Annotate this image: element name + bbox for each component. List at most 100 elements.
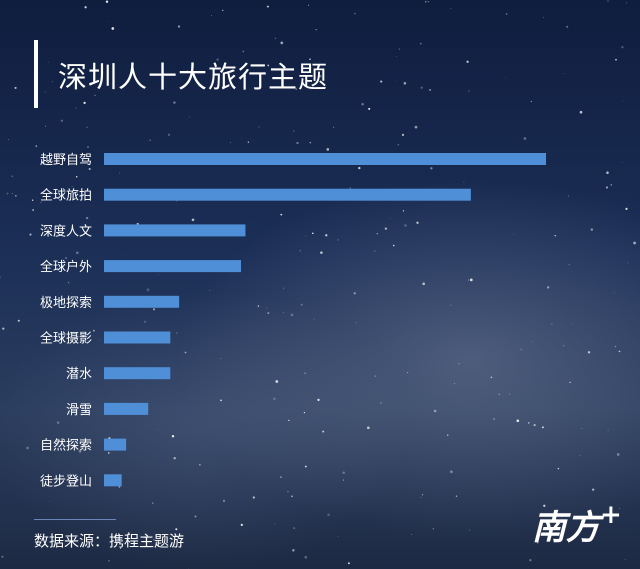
- star: [86, 126, 88, 129]
- star: [188, 567, 189, 569]
- star: [533, 424, 536, 427]
- star: [157, 428, 159, 430]
- star: [354, 13, 356, 15]
- star: [466, 60, 469, 63]
- star: [446, 434, 449, 437]
- star: [390, 218, 391, 220]
- star: [14, 194, 17, 197]
- star: [107, 20, 109, 22]
- star: [367, 426, 370, 430]
- star: [554, 234, 556, 237]
- star: [607, 429, 609, 431]
- star: [151, 502, 154, 504]
- star: [625, 207, 628, 210]
- star: [299, 250, 302, 252]
- star: [170, 543, 172, 545]
- star: [199, 463, 201, 466]
- star: [317, 398, 320, 402]
- star: [75, 251, 79, 255]
- star: [433, 409, 437, 413]
- bar: [104, 224, 246, 237]
- category-label: 越野自驾: [40, 153, 92, 168]
- star: [290, 313, 294, 317]
- star: [283, 312, 284, 314]
- star: [45, 125, 47, 127]
- data-source: 数据来源：携程主题游: [34, 532, 185, 550]
- star: [493, 417, 496, 421]
- star: [520, 348, 523, 351]
- bar: [104, 438, 127, 451]
- star: [176, 332, 178, 334]
- star: [57, 421, 60, 424]
- star: [557, 467, 560, 470]
- star: [267, 64, 270, 67]
- star: [1, 555, 4, 558]
- star: [615, 58, 617, 61]
- star: [384, 227, 388, 230]
- star: [99, 339, 100, 341]
- star: [220, 399, 222, 402]
- category-label: 徒步登山: [40, 474, 92, 489]
- star: [88, 167, 91, 171]
- star: [230, 142, 232, 144]
- star: [569, 381, 571, 384]
- star: [326, 148, 330, 151]
- star: [567, 195, 570, 197]
- star: [118, 486, 121, 488]
- star: [44, 91, 46, 93]
- category-label: 全球旅拍: [40, 188, 92, 204]
- star: [86, 145, 90, 149]
- star: [275, 380, 279, 383]
- bar: [104, 153, 546, 165]
- star: [144, 536, 147, 539]
- star: [374, 375, 377, 377]
- star: [468, 90, 470, 92]
- star: [537, 542, 539, 544]
- star: [607, 0, 609, 2]
- star: [419, 42, 422, 45]
- star: [8, 139, 10, 141]
- star: [291, 495, 293, 498]
- bar: [104, 188, 471, 201]
- star: [280, 476, 282, 478]
- star: [80, 413, 83, 416]
- star: [396, 80, 397, 82]
- star: [167, 133, 171, 136]
- star: [627, 262, 629, 264]
- star: [468, 279, 470, 281]
- bar: [104, 402, 149, 415]
- star: [587, 351, 591, 354]
- star: [288, 419, 290, 422]
- star: [320, 251, 323, 254]
- star: [292, 549, 295, 552]
- star: [257, 305, 260, 307]
- chart-title: 深圳人十大旅行主题: [58, 60, 329, 94]
- star: [543, 504, 546, 507]
- star: [403, 82, 407, 85]
- star: [149, 139, 151, 141]
- star: [67, 281, 70, 284]
- star: [347, 562, 350, 565]
- star: [60, 119, 64, 122]
- star: [505, 77, 507, 79]
- star: [300, 303, 303, 306]
- star: [191, 218, 195, 222]
- star: [529, 559, 532, 562]
- star: [614, 345, 617, 348]
- star: [31, 199, 34, 201]
- star: [374, 250, 376, 252]
- star: [222, 9, 224, 11]
- star: [396, 56, 397, 57]
- star: [490, 376, 493, 379]
- star: [353, 292, 356, 295]
- star: [333, 126, 335, 128]
- star: [516, 419, 520, 423]
- star: [463, 181, 465, 183]
- star: [414, 125, 418, 129]
- star: [184, 351, 187, 354]
- star: [527, 422, 530, 424]
- star: [78, 450, 82, 453]
- star: [380, 401, 383, 404]
